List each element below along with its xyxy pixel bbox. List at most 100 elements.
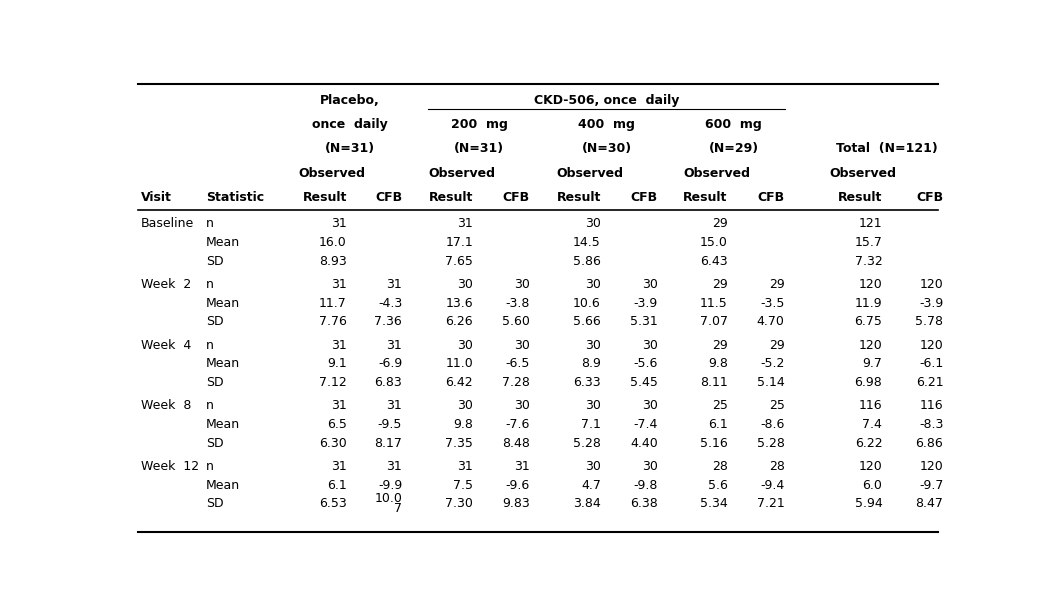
Text: -6.9: -6.9 — [378, 358, 402, 370]
Text: -9.4: -9.4 — [760, 479, 784, 491]
Text: Result: Result — [302, 191, 346, 204]
Text: Observed: Observed — [556, 167, 623, 179]
Text: -3.9: -3.9 — [633, 297, 657, 310]
Text: (N=29): (N=29) — [709, 142, 759, 155]
Text: 31: 31 — [386, 460, 402, 473]
Text: 25: 25 — [712, 399, 728, 413]
Text: 15.0: 15.0 — [700, 236, 728, 249]
Text: SD: SD — [206, 255, 224, 268]
Text: 7.28: 7.28 — [502, 376, 530, 389]
Text: 8.9: 8.9 — [581, 358, 601, 370]
Text: 4.70: 4.70 — [757, 315, 784, 328]
Text: 9.83: 9.83 — [502, 498, 530, 510]
Text: CFB: CFB — [375, 191, 402, 204]
Text: 9.8: 9.8 — [708, 358, 728, 370]
Text: 5.66: 5.66 — [573, 315, 601, 328]
Text: 6.98: 6.98 — [855, 376, 882, 389]
Text: Week  12: Week 12 — [141, 460, 200, 473]
Text: n: n — [206, 399, 214, 413]
Text: -3.9: -3.9 — [919, 297, 943, 310]
Text: (N=31): (N=31) — [326, 142, 375, 155]
Text: 7.65: 7.65 — [445, 255, 472, 268]
Text: 28: 28 — [769, 460, 784, 473]
Text: Placebo,: Placebo, — [320, 94, 380, 107]
Text: 116: 116 — [920, 399, 943, 413]
Text: 6.22: 6.22 — [855, 437, 882, 450]
Text: -9.9: -9.9 — [378, 479, 402, 491]
Text: 17.1: 17.1 — [445, 236, 472, 249]
Text: Total  (N=121): Total (N=121) — [836, 142, 938, 155]
Text: -7.6: -7.6 — [506, 418, 530, 431]
Text: 11.9: 11.9 — [855, 297, 882, 310]
Text: 30: 30 — [642, 278, 657, 291]
Text: 120: 120 — [859, 278, 882, 291]
Text: 400  mg: 400 mg — [579, 118, 635, 131]
Text: 31: 31 — [386, 278, 402, 291]
Text: (N=30): (N=30) — [582, 142, 632, 155]
Text: Mean: Mean — [206, 236, 240, 249]
Text: 30: 30 — [642, 460, 657, 473]
Text: -8.6: -8.6 — [760, 418, 784, 431]
Text: 120: 120 — [859, 339, 882, 351]
Text: 30: 30 — [642, 339, 657, 351]
Text: 4.7: 4.7 — [581, 479, 601, 491]
Text: CFB: CFB — [757, 191, 784, 204]
Text: 5.28: 5.28 — [573, 437, 601, 450]
Text: 13.6: 13.6 — [445, 297, 472, 310]
Text: Baseline: Baseline — [141, 218, 194, 230]
Text: 29: 29 — [769, 339, 784, 351]
Text: Result: Result — [838, 191, 882, 204]
Text: SD: SD — [206, 315, 224, 328]
Text: 25: 25 — [769, 399, 784, 413]
Text: -9.6: -9.6 — [506, 479, 530, 491]
Text: 7.12: 7.12 — [319, 376, 346, 389]
Text: CFB: CFB — [503, 191, 530, 204]
Text: 31: 31 — [514, 460, 530, 473]
Text: 5.45: 5.45 — [630, 376, 657, 389]
Text: 120: 120 — [859, 460, 882, 473]
Text: Observed: Observed — [298, 167, 365, 179]
Text: 7.5: 7.5 — [453, 479, 472, 491]
Text: 30: 30 — [585, 460, 601, 473]
Text: 8.48: 8.48 — [502, 437, 530, 450]
Text: 16.0: 16.0 — [319, 236, 346, 249]
Text: 116: 116 — [859, 399, 882, 413]
Text: 6.38: 6.38 — [630, 498, 657, 510]
Text: 5.16: 5.16 — [700, 437, 728, 450]
Text: -4.3: -4.3 — [378, 297, 402, 310]
Text: 5.78: 5.78 — [916, 315, 943, 328]
Text: 6.0: 6.0 — [862, 479, 882, 491]
Text: -6.5: -6.5 — [506, 358, 530, 370]
Text: -3.5: -3.5 — [760, 297, 784, 310]
Text: Mean: Mean — [206, 358, 240, 370]
Text: n: n — [206, 218, 214, 230]
Text: 11.0: 11.0 — [445, 358, 472, 370]
Text: 600  mg: 600 mg — [706, 118, 762, 131]
Text: 6.53: 6.53 — [319, 498, 346, 510]
Text: 30: 30 — [585, 339, 601, 351]
Text: 30: 30 — [642, 399, 657, 413]
Text: 5.34: 5.34 — [700, 498, 728, 510]
Text: Observed: Observed — [428, 167, 496, 179]
Text: Result: Result — [428, 191, 472, 204]
Text: 28: 28 — [712, 460, 728, 473]
Text: SD: SD — [206, 437, 224, 450]
Text: 30: 30 — [457, 339, 472, 351]
Text: 29: 29 — [712, 278, 728, 291]
Text: Observed: Observed — [682, 167, 750, 179]
Text: 6.86: 6.86 — [916, 437, 943, 450]
Text: 6.5: 6.5 — [327, 418, 346, 431]
Text: SD: SD — [206, 376, 224, 389]
Text: 31: 31 — [458, 218, 472, 230]
Text: 31: 31 — [331, 399, 346, 413]
Text: 5.60: 5.60 — [502, 315, 530, 328]
Text: 7.76: 7.76 — [319, 315, 346, 328]
Text: CFB: CFB — [917, 191, 943, 204]
Text: 31: 31 — [458, 460, 472, 473]
Text: 7.07: 7.07 — [699, 315, 728, 328]
Text: 10.6: 10.6 — [573, 297, 601, 310]
Text: 6.1: 6.1 — [328, 479, 347, 491]
Text: 9.7: 9.7 — [862, 358, 882, 370]
Text: 30: 30 — [457, 399, 472, 413]
Text: -5.2: -5.2 — [760, 358, 784, 370]
